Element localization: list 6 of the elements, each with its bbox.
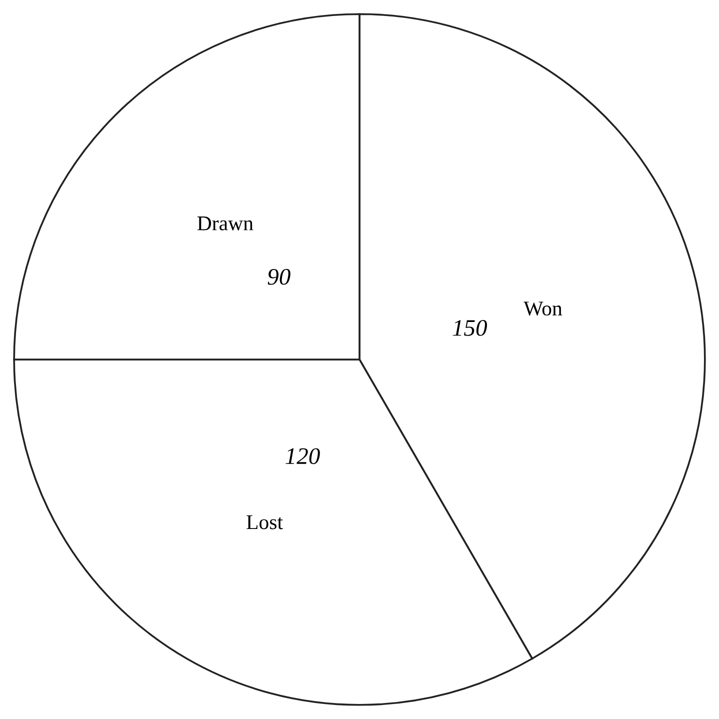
data-label: 150 <box>452 320 488 336</box>
slice-label: Drawn <box>197 216 254 230</box>
slice-label: Lost <box>246 515 283 530</box>
slice-label: Won <box>524 302 562 316</box>
data-label: 120 <box>286 448 320 464</box>
data-label: 90 <box>268 268 290 285</box>
